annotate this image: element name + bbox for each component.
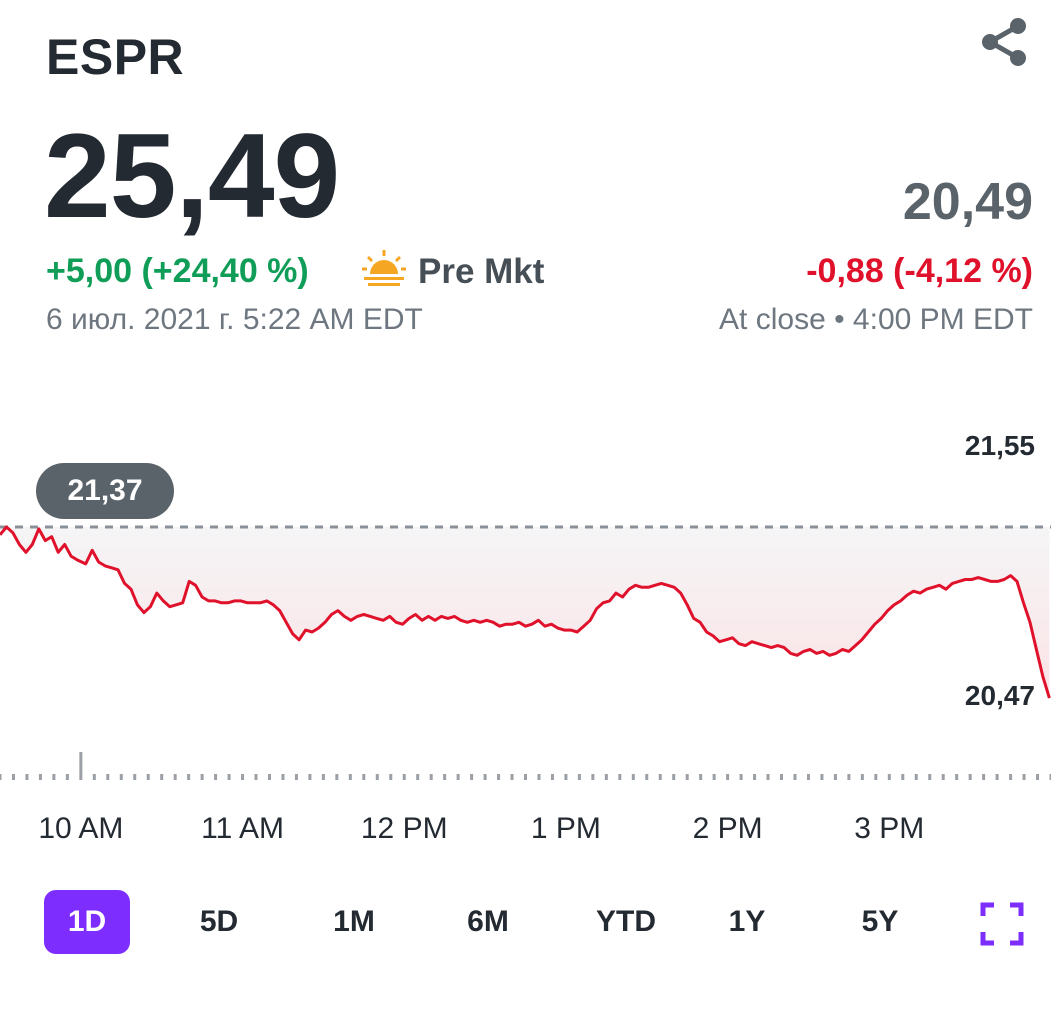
range-button-1y[interactable]: 1Y [728,905,766,938]
sunrise-icon [360,248,408,288]
x-axis-ticks [0,752,1051,780]
x-axis-label: 11 AM [201,812,284,845]
quote-timestamp: 6 июл. 2021 г. 5:22 AM EDT [46,303,423,336]
fullscreen-icon[interactable] [980,902,1024,946]
range-button-ytd[interactable]: YTD [596,905,656,938]
range-button-1d[interactable]: 1D [44,890,130,954]
close-timestamp: At close • 4:00 PM EDT [719,303,1033,336]
x-axis-label: 2 PM [692,812,763,845]
x-axis-label: 1 PM [530,812,601,845]
y-high-label: 21,55 [964,430,1035,461]
price-chart[interactable] [0,380,1051,800]
range-button-5d[interactable]: 5D [199,905,239,938]
price-change: +5,00 (+24,40 %) [46,252,309,290]
ticker-symbol: ESPR [46,29,185,85]
range-button-5y[interactable]: 5Y [861,905,899,938]
range-button-1m[interactable]: 1M [333,905,375,938]
price-line [0,525,1051,699]
y-low-label: 20,47 [964,680,1035,711]
session-label: Pre Mkt [418,252,545,291]
close-change: -0,88 (-4,12 %) [806,252,1033,290]
share-icon[interactable] [976,14,1032,70]
x-axis-label: 10 AM [38,812,124,845]
close-price: 20,49 [902,173,1033,231]
chart-area-fill [0,527,1050,699]
reference-price-pill: 21,37 [36,463,174,519]
current-price: 25,49 [44,109,340,243]
range-button-6m[interactable]: 6M [467,905,509,938]
x-axis-label: 3 PM [854,812,925,845]
x-axis-label: 12 PM [360,812,448,845]
range-selector: 1D 5D 1M 6M YTD 1Y 5Y [0,888,1051,958]
